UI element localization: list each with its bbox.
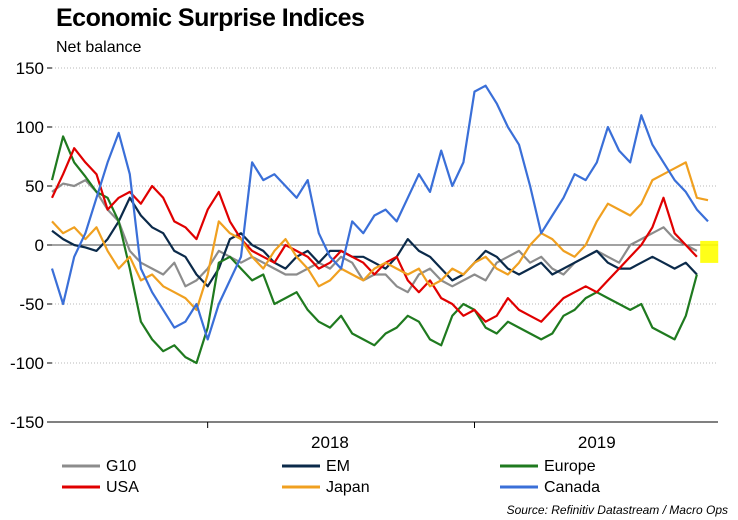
legend-label: EM [326, 458, 350, 475]
series-line-usa [51, 147, 698, 323]
legend-label: USA [106, 479, 139, 496]
source-note: Source: Refinitiv Datastream / Macro Ops [506, 503, 728, 517]
y-tick-label: 50 [25, 177, 44, 196]
x-tick-label: 2018 [311, 433, 349, 452]
series-line-em [51, 196, 698, 288]
legend-label: Japan [326, 479, 370, 496]
gridlines [52, 67, 718, 423]
legend-label: Europe [544, 458, 596, 475]
series-line-europe [50, 135, 698, 365]
chart-title: Economic Surprise Indices [56, 4, 365, 32]
y-axis-label: Net balance [56, 39, 142, 56]
y-tick-label: -50 [19, 295, 44, 314]
series-line-canada [50, 84, 709, 341]
legend: G10 EM Europe USA Japan Canada [62, 458, 600, 496]
y-axis-ticks: 150 100 50 0 -50 -100 -150 [10, 59, 52, 432]
x-tick-label: 2019 [578, 433, 616, 452]
legend-label: G10 [106, 458, 136, 475]
x-axis: 2018 2019 [52, 421, 718, 452]
series-lines [50, 84, 719, 365]
highlight-marker [700, 240, 719, 263]
series-line-japan [51, 161, 709, 311]
y-tick-label: 150 [16, 59, 44, 78]
y-tick-label: 0 [35, 236, 44, 255]
y-tick-label: -100 [10, 354, 44, 373]
legend-label: Canada [544, 479, 600, 496]
y-tick-label: 100 [16, 118, 44, 137]
y-tick-label: -150 [10, 413, 44, 432]
